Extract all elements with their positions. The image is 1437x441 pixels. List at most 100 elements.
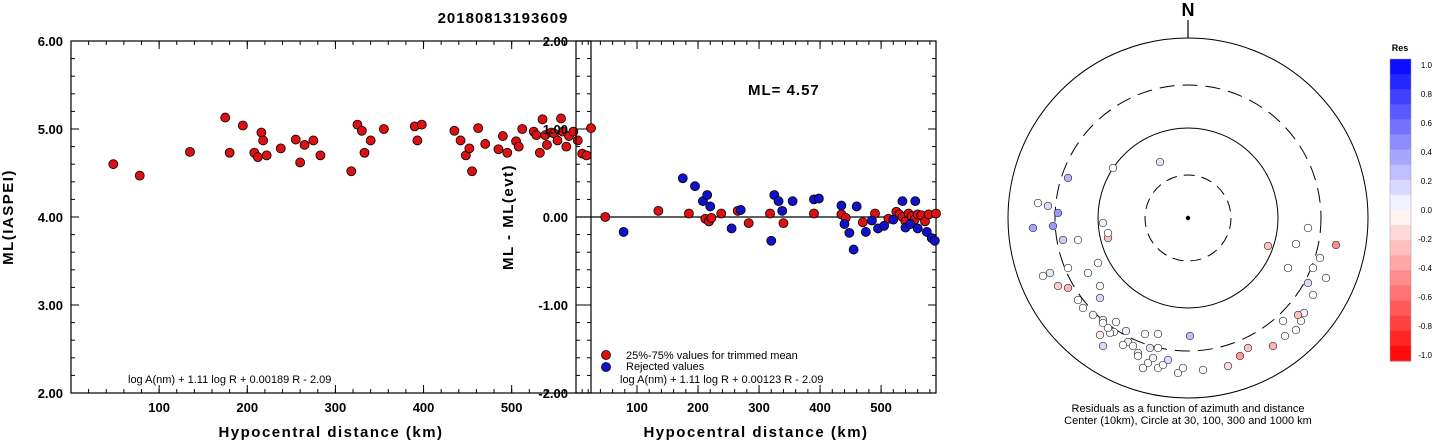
ml-residual-chart: -2.00 -1.00 0.00 1.00 2.00 100 200 300 400 500 ML… — [500, 34, 941, 441]
blue-data-point — [777, 205, 788, 216]
red-data-point — [513, 141, 524, 152]
formula-label: log A(nm) + 1.11 log R + 0.00189 R - 2.0… — [128, 374, 331, 386]
y-tick-label: 3.00 — [38, 298, 63, 313]
blue-data-point — [929, 235, 940, 246]
station-point — [1280, 331, 1290, 341]
red-data-point — [581, 150, 592, 161]
blue-data-point — [888, 214, 899, 225]
station-point — [1173, 368, 1183, 378]
colorbar-label: 0.8 — [1421, 90, 1433, 99]
colorbar-swatch — [1390, 255, 1411, 271]
station-point — [1198, 365, 1208, 375]
x-tick-label: 400 — [413, 400, 435, 415]
red-data-point — [534, 147, 545, 158]
station-point — [1243, 343, 1253, 353]
red-data-point — [706, 212, 717, 223]
station-point — [1111, 317, 1121, 327]
x-axis-label: Hypocentral distance (km) — [218, 424, 443, 441]
station-point — [1283, 263, 1293, 273]
red-data-point — [931, 208, 941, 219]
station-point — [1098, 318, 1108, 328]
x-tick-label: 400 — [809, 400, 831, 415]
red-data-point — [552, 135, 563, 146]
legend-red-marker — [601, 350, 611, 360]
red-data-point — [224, 147, 235, 158]
red-data-point — [378, 124, 389, 134]
y-axis-label: ML(IASPEI) — [0, 169, 17, 265]
station-point — [1145, 343, 1155, 353]
red-data-point — [765, 208, 775, 219]
station-point — [1038, 271, 1048, 281]
red-data-point — [600, 212, 611, 222]
axis-ticks: 2.00 3.00 4.00 5.00 6.00 100 200 300 400 500 — [38, 34, 591, 415]
colorbar-swatch — [1390, 330, 1411, 347]
red-data-point — [295, 157, 306, 168]
red-data-point — [517, 124, 528, 134]
red-data-point — [809, 208, 819, 219]
axis-ticks: -2.00 -1.00 0.00 1.00 2.00 100 200 300 400 500 — [538, 34, 936, 415]
blue-data-point — [905, 219, 916, 229]
blue-data-point — [766, 235, 777, 246]
blue-data-point — [910, 196, 921, 207]
red-data-point — [716, 208, 727, 219]
station-point — [1063, 263, 1073, 273]
station-point — [1095, 293, 1105, 303]
ring-30km — [1144, 174, 1232, 262]
station-residual-points — [1028, 157, 1341, 378]
y-tick-label: 6.00 — [38, 34, 63, 49]
station-point — [1185, 331, 1195, 341]
colorbar-label: 0.0 — [1421, 206, 1433, 215]
colorbar-label: 0.2 — [1421, 177, 1433, 186]
blue-data-point — [690, 181, 700, 192]
x-tick-label: 500 — [870, 400, 892, 415]
station-point — [1118, 340, 1128, 350]
ml-value: ML= 4.57 — [748, 82, 820, 99]
blue-data-point — [618, 227, 629, 237]
blue-data-point — [848, 244, 859, 255]
colorbar-label: 1.0 — [1421, 61, 1433, 70]
station-point — [1088, 310, 1098, 320]
station-point — [1083, 268, 1093, 278]
station-point — [1078, 303, 1088, 313]
x-tick-label: 200 — [236, 400, 258, 415]
figure-title: 20180813193609 — [438, 10, 569, 27]
station-point — [1103, 228, 1113, 238]
azimuth-residual-plot: N Residuals as a function of azimuth and… — [1007, 0, 1369, 427]
colorbar-swatch — [1390, 134, 1411, 151]
red-data-point — [743, 218, 754, 229]
red-data-point — [315, 150, 326, 161]
red-data-point — [561, 141, 572, 152]
station-point — [1315, 253, 1325, 263]
red-data-point — [275, 143, 286, 154]
caption-line-1: Residuals as a function of azimuth and d… — [1072, 403, 1305, 415]
red-data-point — [556, 113, 566, 124]
red-data-point — [256, 127, 267, 138]
residual-colorbar: Res 1.0 0.8 0.6 0.4 0.2 0.0 -0.2 -0.4 -0.6 -0.8 -1… — [1389, 43, 1433, 362]
blue-data-point — [860, 227, 871, 237]
station-point — [1053, 208, 1063, 218]
red-data-point — [290, 134, 301, 145]
x-tick-label: 100 — [626, 400, 648, 415]
blue-data-point — [773, 196, 784, 207]
blue-data-point — [912, 223, 923, 234]
colorbar-label: 0.4 — [1421, 148, 1433, 157]
colorbar-swatch — [1390, 89, 1411, 105]
red-data-point — [473, 123, 484, 134]
data-points — [600, 173, 941, 255]
red-data-point — [542, 139, 552, 150]
station-point — [1291, 325, 1301, 335]
colorbar-swatch — [1390, 270, 1411, 286]
red-data-point — [572, 135, 583, 146]
red-data-point — [308, 135, 319, 146]
station-point — [1321, 273, 1331, 283]
blue-data-point — [879, 220, 890, 231]
station-point — [1103, 323, 1113, 333]
red-data-point — [185, 146, 195, 157]
station-point — [1308, 290, 1318, 300]
red-data-point — [237, 120, 248, 131]
red-data-point — [365, 135, 376, 146]
colorbar-swatches — [1389, 58, 1412, 362]
x-tick-label: 100 — [148, 400, 170, 415]
station-point — [1121, 326, 1131, 336]
blue-data-point — [836, 200, 847, 211]
